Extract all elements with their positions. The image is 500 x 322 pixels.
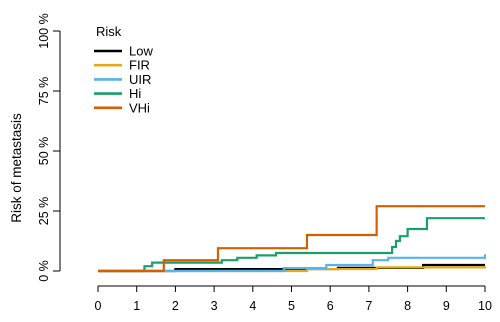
x-axis: 0 1 2 3 4 5 6 7 8 9 10 bbox=[95, 285, 492, 313]
x-tick-label: 2 bbox=[172, 299, 179, 313]
x-tick-label: 5 bbox=[288, 299, 295, 313]
legend-label-fir: FIR bbox=[129, 58, 150, 73]
series-line-hi bbox=[98, 217, 485, 273]
legend-label-low: Low bbox=[129, 44, 153, 59]
y-tick-label: 75 % bbox=[37, 77, 51, 106]
series-line-vhi bbox=[98, 205, 485, 273]
y-axis: 0 % 25 % 50 % 75 % 100 % bbox=[37, 13, 61, 282]
y-axis-label: Risk of metastasis bbox=[9, 113, 24, 223]
legend-label-hi: Hi bbox=[129, 86, 141, 101]
x-tick-label: 4 bbox=[249, 299, 256, 313]
y-tick-label: 25 % bbox=[37, 197, 51, 226]
x-tick-label: 7 bbox=[365, 299, 372, 313]
x-tick-label: 10 bbox=[478, 299, 492, 313]
legend-title: Risk bbox=[96, 24, 122, 39]
y-tick-label: 0 % bbox=[37, 260, 51, 282]
y-tick-label: 50 % bbox=[37, 137, 51, 166]
y-tick-label: 100 % bbox=[37, 13, 51, 48]
x-tick-label: 0 bbox=[95, 299, 102, 313]
x-tick-label: 3 bbox=[211, 299, 218, 313]
x-tick-label: 8 bbox=[404, 299, 411, 313]
x-tick-label: 9 bbox=[443, 299, 450, 313]
x-tick-label: 1 bbox=[133, 299, 140, 313]
series-line-uir bbox=[98, 254, 487, 273]
series-line-fir bbox=[98, 266, 487, 273]
legend-label-vhi: VHi bbox=[129, 100, 150, 115]
plot-area bbox=[98, 205, 487, 273]
x-tick-label: 6 bbox=[327, 299, 334, 313]
legend-label-uir: UIR bbox=[129, 72, 151, 87]
